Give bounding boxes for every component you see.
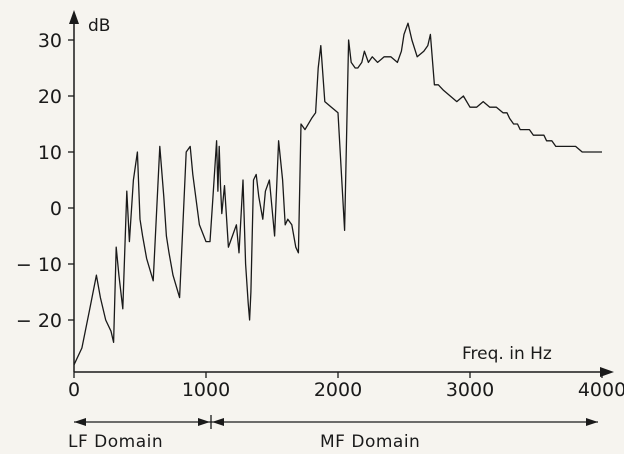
series-line: [73, 22, 602, 366]
lf-domain-label: LF Domain: [68, 432, 163, 452]
x-axis-arrow-icon: [600, 367, 614, 377]
x-tick-label: 4000: [578, 379, 624, 401]
y-tick-label: − 10: [16, 254, 62, 276]
y-axis-arrow-icon: [69, 10, 79, 24]
y-tick-label: 10: [38, 142, 62, 164]
y-axis-label: dB: [88, 16, 110, 36]
y-tick-label: 20: [38, 86, 62, 108]
y-tick-label: 0: [50, 198, 62, 220]
lf-domain-arrow-right-icon: [198, 418, 210, 426]
x-tick-label: 3000: [446, 379, 494, 401]
y-tick-label: − 20: [16, 310, 62, 332]
domain-annotations: LF Domain MF Domain: [68, 415, 598, 452]
x-axis-label: Freq. in Hz: [462, 344, 552, 364]
mf-domain-arrow-right-icon: [586, 418, 598, 426]
x-ticks: 0 1000 2000 3000 4000: [68, 372, 624, 401]
y-ticks: − 20 − 10 0 10 20 30: [16, 30, 74, 332]
x-tick-label: 0: [68, 379, 80, 401]
lf-domain-arrow-left-icon: [74, 418, 86, 426]
x-tick-label: 2000: [314, 379, 362, 401]
mf-domain-arrow-left-icon: [212, 418, 224, 426]
y-tick-label: 30: [38, 30, 62, 52]
mf-domain-label: MF Domain: [320, 432, 420, 452]
x-tick-label: 1000: [182, 379, 230, 401]
